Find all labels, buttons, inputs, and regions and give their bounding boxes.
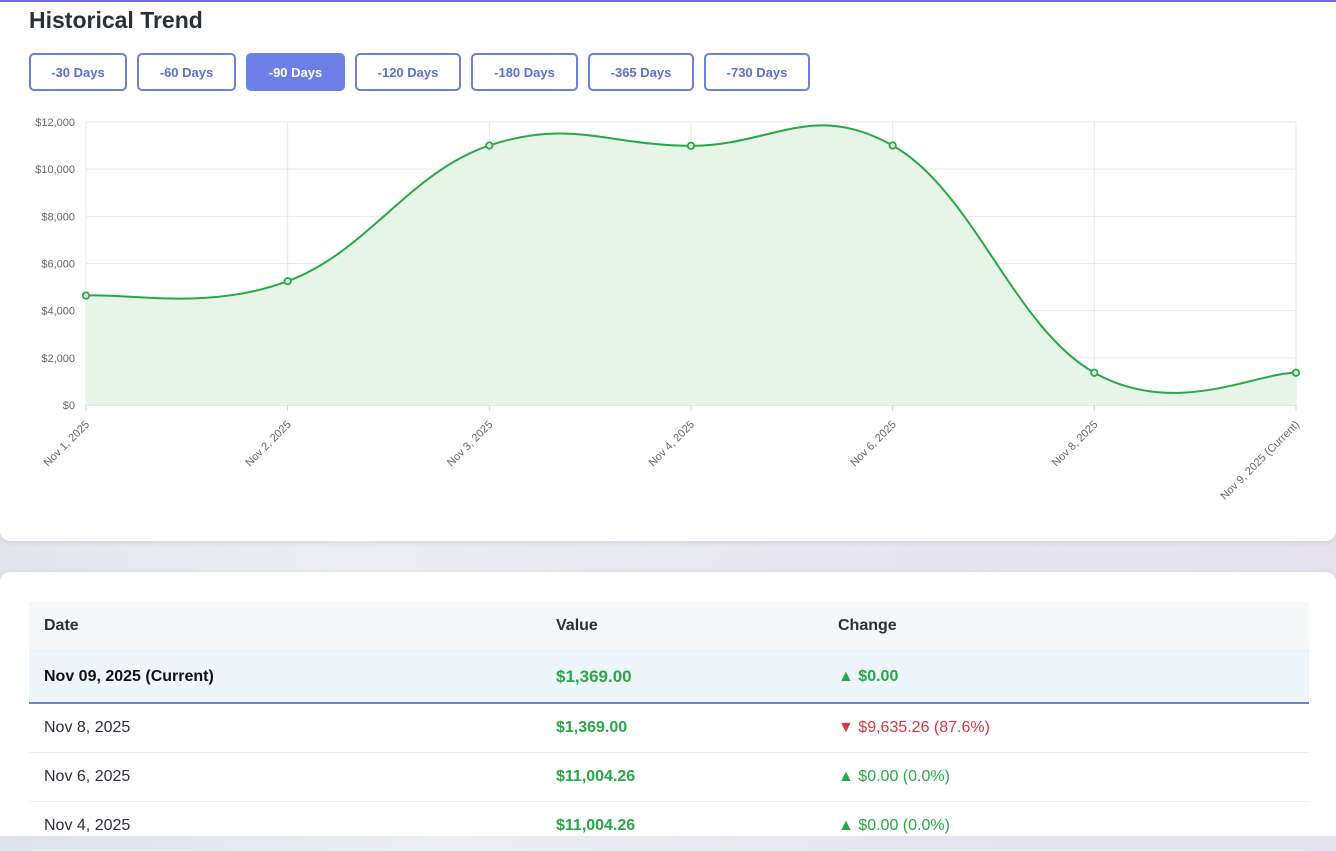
data-point (283, 277, 292, 286)
header-value: Value (541, 602, 823, 651)
y-tick-label: $12,000 (35, 117, 75, 129)
data-point (81, 291, 91, 300)
up-arrow-icon: ▲ (838, 667, 854, 685)
y-tick-label: $2,000 (41, 353, 75, 365)
series-area (86, 125, 1296, 406)
range-button-730[interactable]: -730 Days (704, 53, 810, 91)
range-button-365[interactable]: -365 Days (588, 53, 694, 91)
row-change: ▲ $0.00 (0.0%) (823, 801, 1309, 851)
row-value: $11,004.26 (541, 752, 823, 802)
row-date: Nov 6, 2025 (29, 752, 541, 802)
range-button-30[interactable]: -30 Days (29, 53, 127, 91)
row-change: ▲ $0.00 (823, 650, 1309, 704)
page-title: Historical Trend (29, 7, 203, 33)
row-date: Nov 09, 2025 (Current) (29, 650, 541, 704)
history-table: Date Value Change Nov 09, 2025 (Current)… (29, 602, 1309, 851)
data-point (1090, 368, 1099, 377)
x-tick-label: Nov 6, 2025 (848, 419, 898, 469)
header-date: Date (29, 602, 541, 651)
change-amount: $0.00 (0.0%) (858, 817, 950, 834)
table-row-current: Nov 09, 2025 (Current) $1,369.00 ▲ $0.00 (29, 650, 1309, 704)
x-tick-label: Nov 9, 2025 (Current) (1218, 419, 1302, 503)
x-tick-label: Nov 3, 2025 (445, 419, 495, 469)
row-value: $1,369.00 (541, 703, 823, 753)
data-point (1291, 368, 1301, 377)
range-button-120[interactable]: -120 Days (355, 53, 461, 91)
row-change: ▲ $0.00 (0.0%) (823, 752, 1309, 802)
change-amount: $9,635.26 (87.6%) (858, 719, 990, 736)
row-change: ▼ $9,635.26 (87.6%) (823, 703, 1309, 753)
change-amount: $0.00 (0.0%) (858, 768, 950, 785)
range-button-60[interactable]: -60 Days (137, 53, 236, 91)
y-tick-label: $8,000 (41, 211, 75, 223)
x-tick-label: Nov 4, 2025 (647, 419, 697, 469)
x-tick-label: Nov 8, 2025 (1050, 419, 1100, 469)
row-value: $1,369.00 (541, 650, 823, 704)
row-value: $11,004.26 (541, 801, 823, 851)
x-tick-label: Nov 1, 2025 (42, 419, 92, 469)
down-arrow-icon: ▼ (838, 719, 854, 736)
data-point (888, 141, 897, 150)
y-tick-label: $4,000 (41, 306, 75, 318)
y-tick-label: $10,000 (35, 164, 75, 176)
y-tick-label: $6,000 (41, 259, 75, 271)
table-row: Nov 6, 2025 $11,004.26 ▲ $0.00 (0.0%) (29, 752, 1309, 802)
trend-chart: $0 $2,000 $4,000 $6,000 $8,000 $10,000 $12,000… (35, 117, 1302, 503)
history-card: Date Value Change Nov 09, 2025 (Current)… (0, 572, 1336, 851)
row-date: Nov 8, 2025 (29, 703, 541, 753)
up-arrow-icon: ▲ (838, 817, 854, 834)
up-arrow-icon: ▲ (838, 768, 854, 785)
y-tick-label: $0 (63, 400, 75, 412)
row-date: Nov 4, 2025 (29, 801, 541, 851)
change-amount: $0.00 (858, 667, 899, 685)
top-accent-line (0, 0, 1336, 2)
header-change: Change (823, 602, 1309, 651)
table-header-row: Date Value Change (29, 602, 1309, 651)
data-point (686, 141, 696, 150)
table-row: Nov 4, 2025 $11,004.26 ▲ $0.00 (0.0%) (29, 801, 1309, 851)
table-row: Nov 8, 2025 $1,369.00 ▼ $9,635.26 (87.6%… (29, 703, 1309, 753)
range-button-90[interactable]: -90 Days (246, 53, 345, 91)
trend-card: Historical Trend -30 Days -60 Days -90 D… (0, 2, 1336, 541)
x-tick-label: Nov 2, 2025 (243, 419, 293, 469)
range-button-180[interactable]: -180 Days (471, 53, 578, 91)
data-point (485, 141, 494, 150)
